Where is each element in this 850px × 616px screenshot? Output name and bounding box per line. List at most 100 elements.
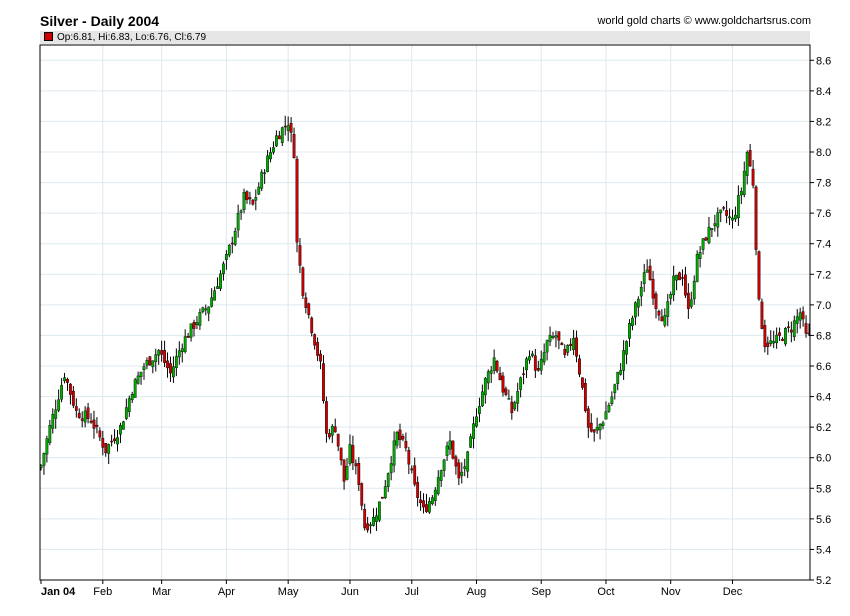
candle-body — [348, 444, 352, 464]
candle — [48, 419, 52, 446]
candle — [692, 275, 696, 305]
candle — [121, 420, 125, 430]
candle-body — [154, 354, 158, 362]
candle — [545, 339, 549, 361]
candle-body — [716, 212, 720, 228]
candle — [554, 330, 558, 348]
candle — [157, 349, 161, 365]
candle — [151, 360, 155, 374]
candle-body — [289, 122, 293, 133]
candle — [110, 434, 114, 447]
candle — [277, 130, 281, 140]
candle-body — [789, 329, 793, 333]
candle-body — [745, 152, 749, 176]
candle-body — [557, 331, 561, 341]
candle-body — [516, 391, 520, 404]
candle — [310, 316, 314, 337]
candle-body — [192, 322, 196, 329]
candle-body — [357, 463, 361, 485]
candle-body — [351, 445, 355, 463]
candle — [636, 296, 640, 317]
candle — [469, 433, 473, 449]
candle — [551, 331, 555, 340]
candle-body — [330, 426, 334, 436]
candle — [404, 432, 408, 452]
candle-body — [510, 401, 514, 414]
candle — [80, 411, 84, 428]
candle — [224, 250, 228, 270]
candle — [648, 258, 652, 281]
candle — [454, 454, 458, 475]
candle — [351, 435, 355, 471]
y-tick-label: 6.8 — [816, 330, 831, 342]
candle — [174, 348, 178, 377]
candle-body — [586, 408, 590, 428]
candle — [787, 321, 790, 333]
candle — [598, 423, 602, 440]
candle — [504, 386, 508, 397]
candle-body — [127, 398, 131, 412]
y-tick-label: 6.4 — [816, 392, 831, 404]
candle — [436, 470, 440, 496]
candle-body — [298, 245, 302, 266]
candle-body — [183, 336, 187, 352]
candle-body — [519, 377, 523, 390]
candle — [133, 377, 137, 398]
candle — [160, 340, 164, 362]
candle — [77, 408, 81, 419]
x-tick-label: Sep — [531, 586, 551, 598]
candle — [628, 319, 631, 347]
x-tick-label: Dec — [723, 586, 743, 598]
candle-body — [227, 244, 231, 256]
candle — [416, 476, 420, 507]
candle — [63, 372, 66, 384]
candle-body — [631, 317, 634, 326]
candle-body — [95, 424, 99, 427]
candle-body — [172, 366, 175, 378]
y-tick-label: 8.6 — [816, 55, 831, 67]
candle — [466, 450, 470, 478]
candle — [589, 413, 593, 433]
candle — [124, 398, 128, 421]
candle-body — [633, 302, 637, 318]
x-tick-label: Jul — [405, 586, 419, 598]
candle-body — [801, 311, 805, 320]
candle — [183, 329, 187, 354]
candle-body — [63, 377, 66, 382]
candle-body — [60, 385, 63, 400]
candle-body — [686, 292, 690, 309]
candle-body — [407, 450, 411, 465]
candle-body — [242, 192, 246, 210]
candle — [428, 497, 431, 514]
candle-body — [460, 471, 464, 476]
candle — [513, 400, 517, 411]
candle-body — [401, 436, 405, 440]
candle — [189, 323, 193, 342]
candle-body — [622, 350, 626, 371]
candle — [304, 292, 308, 314]
candle-body — [439, 470, 443, 481]
candle-body — [121, 421, 125, 430]
candle-body — [139, 371, 143, 377]
candle-body — [133, 379, 137, 398]
candle-body — [186, 336, 190, 338]
candle — [619, 363, 623, 376]
candle-body — [136, 375, 140, 384]
candle — [719, 209, 723, 223]
candle — [372, 508, 375, 527]
candle — [739, 187, 743, 204]
candle-body — [422, 500, 425, 508]
candle-body — [566, 345, 570, 353]
candle — [522, 366, 525, 385]
candle — [389, 455, 393, 481]
y-tick-label: 7.2 — [816, 269, 831, 281]
candle-body — [451, 440, 455, 459]
candle-body — [383, 486, 387, 499]
candle — [728, 208, 731, 226]
candle-body — [45, 438, 49, 455]
candle — [139, 371, 143, 385]
candle-body — [607, 405, 611, 412]
candle-body — [69, 383, 72, 395]
candle-body — [601, 422, 605, 426]
candle — [360, 482, 364, 511]
